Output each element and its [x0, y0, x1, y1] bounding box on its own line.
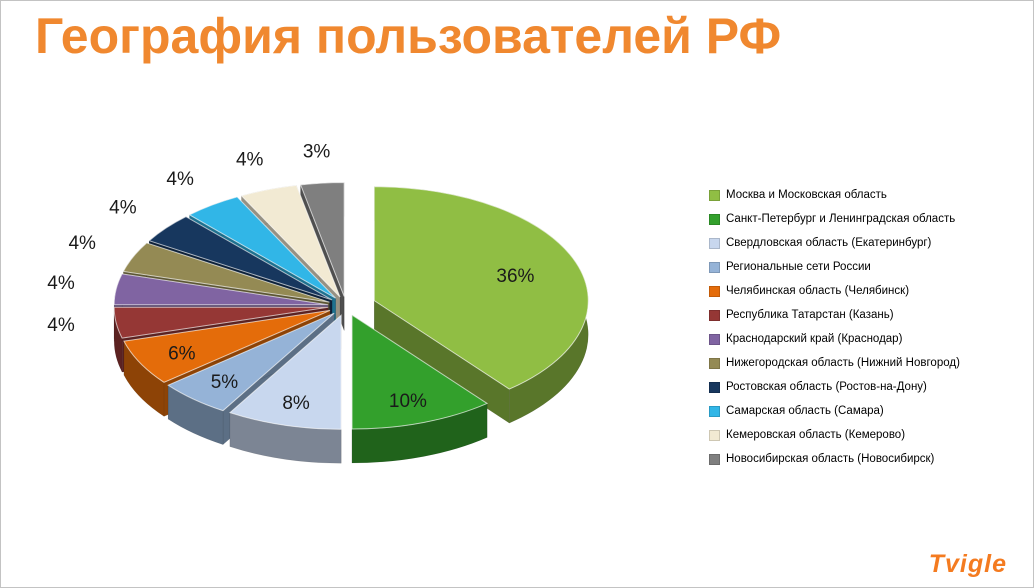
legend-label: Челябинская область (Челябинск) — [726, 285, 910, 297]
pie-slice — [299, 181, 345, 297]
legend-item: Челябинская область (Челябинск) — [709, 285, 1009, 298]
page-title: География пользователей РФ — [35, 8, 782, 64]
pie-slice — [113, 306, 329, 339]
pie-percent-label: 4% — [47, 273, 75, 294]
pie-percent-label: 10% — [389, 391, 427, 412]
legend-label: Нижегородская область (Нижний Новгород) — [726, 357, 960, 369]
legend-marker — [709, 286, 720, 297]
tvigle-logo: Tvigle — [928, 550, 1007, 578]
legend-marker — [709, 334, 720, 345]
pie-percent-label: 4% — [236, 150, 264, 171]
pie-percent-label: 5% — [211, 372, 239, 393]
legend-label: Краснодарский край (Краснодар) — [726, 333, 903, 345]
legend-label: Свердловская область (Екатеринбург) — [726, 237, 932, 249]
pie-slice — [167, 312, 335, 412]
legend-item: Краснодарский край (Краснодар) — [709, 333, 1009, 346]
pie-percent-label: 4% — [68, 233, 96, 254]
legend-label: Республика Татарстан (Казань) — [726, 309, 894, 321]
legend-marker — [709, 382, 720, 393]
legend-item: Свердловская область (Екатеринбург) — [709, 237, 1009, 250]
legend-label: Региональные сети России — [726, 261, 871, 273]
pie-slice — [113, 273, 329, 306]
legend-label: Ростовская область (Ростов-на-Дону) — [726, 381, 927, 393]
pie-percent-label: 6% — [168, 343, 196, 364]
pie-chart: 36% 10% 8% 5% 6% 4% 4% 4% 4% 4% 4% 3% — [47, 142, 589, 464]
legend-item: Самарская область (Самара) — [709, 405, 1009, 418]
pie-slice — [122, 242, 330, 303]
legend-marker — [709, 190, 720, 201]
pie-percent-label: 4% — [47, 315, 75, 336]
legend-marker — [709, 262, 720, 273]
legend-item: Республика Татарстан (Казань) — [709, 309, 1009, 322]
chart-legend: Москва и Московская область Санкт-Петербу… — [709, 189, 1009, 477]
pie-slice — [351, 314, 489, 430]
legend-marker — [709, 358, 720, 369]
legend-label: Москва и Московская область — [726, 189, 887, 201]
pie-slice — [240, 184, 341, 298]
legend-label: Самарская область (Самара) — [726, 405, 884, 417]
legend-item: Региональные сети России — [709, 261, 1009, 274]
pie-percent-label: 36% — [496, 266, 534, 287]
pie-percent-label: 3% — [303, 142, 331, 163]
legend-item: Ростовская область (Ростов-на-Дону) — [709, 381, 1009, 394]
legend-marker — [709, 238, 720, 249]
pie-slice — [148, 216, 333, 301]
legend-marker — [709, 430, 720, 441]
pie-slice — [188, 196, 336, 299]
legend-label: Новосибирская область (Новосибирск) — [726, 453, 935, 465]
legend-marker — [709, 214, 720, 225]
pie-slice — [373, 186, 589, 390]
pie-percent-label: 8% — [282, 393, 310, 414]
legend-item: Кемеровская область (Кемерово) — [709, 429, 1009, 442]
legend-item: Москва и Московская область — [709, 189, 1009, 202]
legend-item: Санкт-Петербург и Ленинградская область — [709, 213, 1009, 226]
legend-marker — [709, 454, 720, 465]
pie-slice — [228, 314, 342, 430]
legend-marker — [709, 406, 720, 417]
pie-percent-label: 4% — [166, 169, 194, 190]
legend-item: Новосибирская область (Новосибирск) — [709, 453, 1009, 466]
legend-marker — [709, 310, 720, 321]
pie-slice — [123, 309, 331, 383]
pie-percent-label: 4% — [109, 197, 137, 218]
legend-item: Нижегородская область (Нижний Новгород) — [709, 357, 1009, 370]
legend-label: Кемеровская область (Кемерово) — [726, 429, 906, 441]
legend-label: Санкт-Петербург и Ленинградская область — [726, 213, 956, 225]
